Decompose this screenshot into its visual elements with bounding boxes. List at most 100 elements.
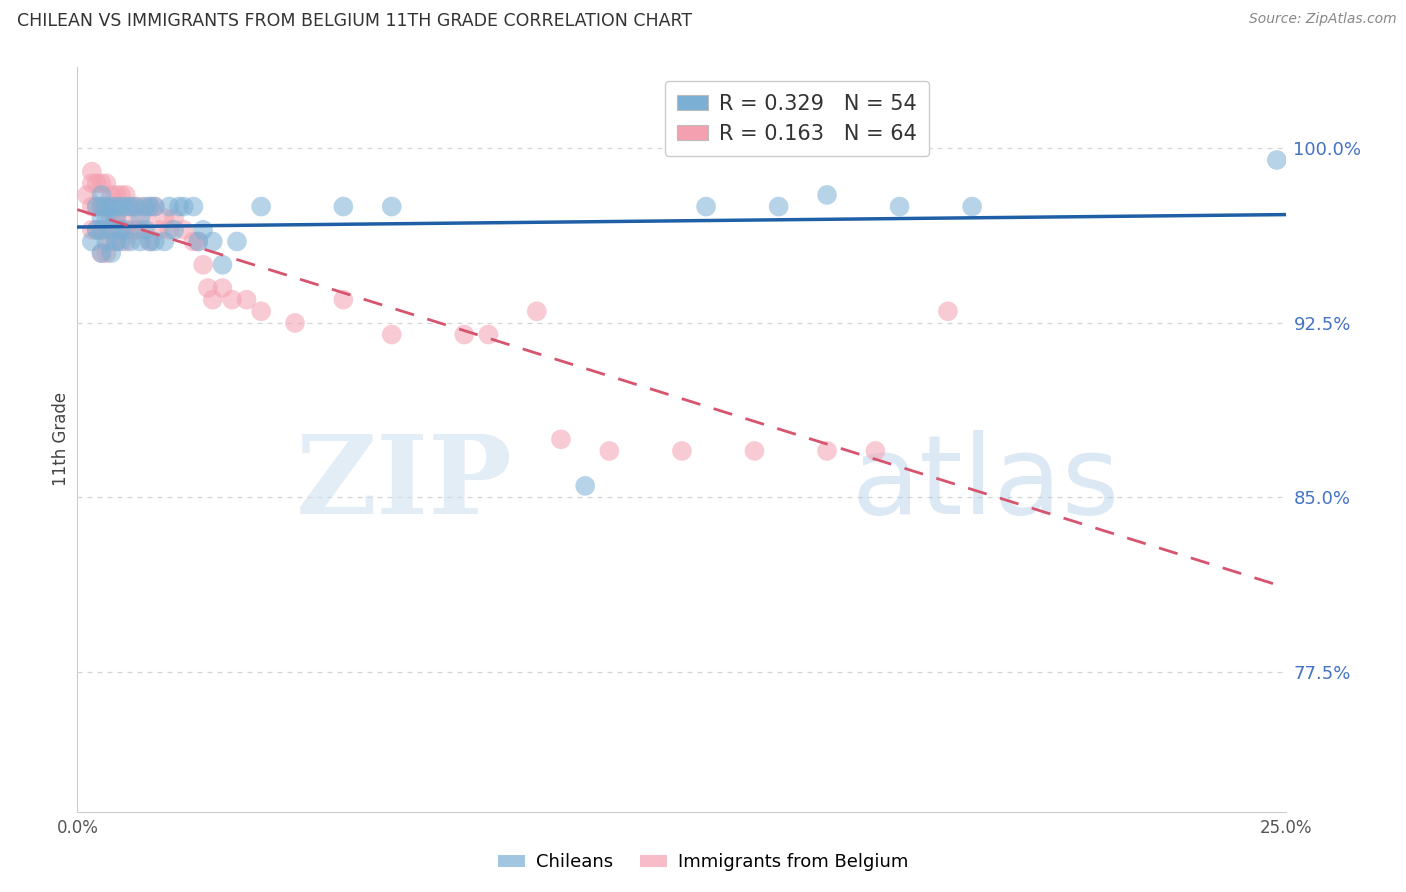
Point [129, 235, 152, 249]
Point [114, 211, 136, 226]
Point [96, 235, 118, 249]
Point [201, 293, 224, 307]
Point [80, 176, 103, 190]
Point [110, 235, 132, 249]
Point [250, 304, 273, 318]
Point [129, 223, 152, 237]
Point [114, 188, 136, 202]
Point [453, 327, 475, 342]
Point [124, 200, 146, 214]
Text: CHILEAN VS IMMIGRANTS FROM BELGIUM 11TH GRADE CORRELATION CHART: CHILEAN VS IMMIGRANTS FROM BELGIUM 11TH … [17, 12, 692, 29]
Point [139, 235, 162, 249]
Point [865, 444, 887, 458]
Point [211, 281, 233, 295]
Point [139, 200, 162, 214]
Point [235, 293, 257, 307]
Point [173, 200, 195, 214]
Point [744, 444, 766, 458]
Point [86, 223, 108, 237]
Point [143, 200, 166, 214]
Point [221, 293, 243, 307]
Point [86, 200, 108, 214]
Point [80, 223, 103, 237]
Text: Source: ZipAtlas.com: Source: ZipAtlas.com [1249, 12, 1396, 26]
Point [110, 223, 132, 237]
Point [100, 200, 122, 214]
Point [96, 176, 118, 190]
Point [191, 258, 214, 272]
Point [134, 200, 156, 214]
Point [197, 281, 219, 295]
Point [332, 293, 354, 307]
Point [187, 235, 209, 249]
Point [124, 200, 146, 214]
Point [76, 188, 98, 202]
Point [90, 223, 112, 237]
Point [105, 211, 128, 226]
Point [173, 223, 195, 237]
Point [381, 327, 404, 342]
Point [191, 223, 214, 237]
Point [100, 188, 122, 202]
Point [90, 223, 112, 237]
Point [105, 235, 128, 249]
Point [114, 235, 136, 249]
Point [86, 176, 108, 190]
Point [201, 235, 224, 249]
Point [815, 188, 838, 202]
Point [90, 246, 112, 260]
Point [110, 200, 132, 214]
Text: ZIP: ZIP [295, 431, 513, 538]
Point [90, 246, 112, 260]
Point [120, 200, 142, 214]
Point [96, 200, 118, 214]
Point [129, 211, 152, 226]
Point [250, 200, 273, 214]
Point [114, 200, 136, 214]
Point [598, 444, 620, 458]
Point [120, 200, 142, 214]
Point [134, 211, 156, 226]
Point [129, 200, 152, 214]
Point [143, 235, 166, 249]
Point [226, 235, 249, 249]
Point [157, 223, 180, 237]
Point [96, 223, 118, 237]
Point [139, 235, 162, 249]
Point [936, 304, 959, 318]
Point [183, 200, 205, 214]
Point [153, 211, 176, 226]
Point [477, 327, 499, 342]
Point [163, 223, 186, 237]
Point [100, 235, 122, 249]
Point [815, 444, 838, 458]
Point [1265, 153, 1288, 167]
Point [671, 444, 693, 458]
Point [86, 200, 108, 214]
Point [526, 304, 548, 318]
Point [183, 235, 205, 249]
Point [153, 235, 176, 249]
Point [96, 211, 118, 226]
Point [90, 200, 112, 214]
Point [381, 200, 404, 214]
Y-axis label: 11th Grade: 11th Grade [52, 392, 70, 486]
Point [768, 200, 790, 214]
Point [695, 200, 717, 214]
Point [86, 223, 108, 237]
Point [110, 223, 132, 237]
Point [90, 211, 112, 226]
Point [120, 223, 142, 237]
Point [105, 235, 128, 249]
Point [960, 200, 983, 214]
Point [550, 432, 572, 446]
Point [100, 223, 122, 237]
Point [100, 211, 122, 226]
Point [120, 235, 142, 249]
Point [157, 200, 180, 214]
Point [148, 223, 170, 237]
Point [143, 200, 166, 214]
Point [134, 223, 156, 237]
Legend: Chileans, Immigrants from Belgium: Chileans, Immigrants from Belgium [491, 847, 915, 879]
Point [889, 200, 911, 214]
